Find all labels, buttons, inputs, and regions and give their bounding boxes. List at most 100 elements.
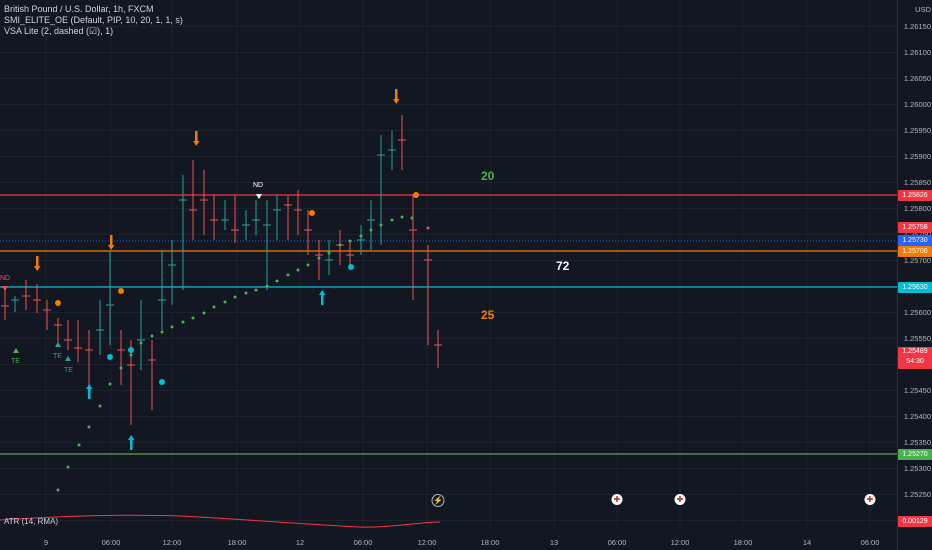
stat-bottom: 25 bbox=[481, 308, 495, 322]
trailing-stop-dot bbox=[87, 425, 91, 429]
trailing-stop-dot bbox=[223, 300, 227, 304]
flag-icon[interactable]: ✚ bbox=[611, 494, 623, 505]
upper-red-price-tag: 1.25758 bbox=[898, 222, 932, 233]
price-axis[interactable]: USD 1.26150 1.26100 1.26050 1.26000 1.25950 1… bbox=[897, 0, 932, 550]
chart-area[interactable]: British Pound / U.S. Dollar, 1h, FXCM SM… bbox=[0, 0, 897, 550]
trailing-stop-dot bbox=[170, 325, 174, 329]
bar-countdown: 54:30 bbox=[906, 358, 924, 365]
trailing-stop-dot bbox=[233, 295, 237, 299]
trailing-stop-dot bbox=[275, 279, 279, 283]
signal-circle bbox=[118, 288, 124, 294]
trailing-stop-dot bbox=[338, 243, 342, 247]
trailing-stop-dot bbox=[191, 316, 195, 320]
price-chart[interactable] bbox=[0, 0, 897, 550]
price-axis-label: 1.25450 bbox=[903, 385, 931, 395]
support-price-tag: 1.25270 bbox=[898, 449, 932, 460]
time-axis-label: 9 bbox=[43, 538, 49, 547]
trailing-stop-dot bbox=[390, 218, 394, 222]
flag-icon[interactable]: ✚ bbox=[864, 494, 876, 505]
trailing-stop-dot bbox=[160, 330, 164, 334]
signal-circle bbox=[348, 264, 354, 270]
trailing-stop-dot bbox=[410, 216, 414, 220]
stat-mid: 72 bbox=[556, 259, 570, 273]
price-axis-label: 1.25600 bbox=[903, 307, 931, 317]
currency-label[interactable]: USD bbox=[915, 5, 931, 14]
vsa-legend[interactable]: VSA Lite (2, dashed (☑), 1) bbox=[4, 26, 114, 36]
price-axis-label: 1.25300 bbox=[903, 463, 931, 473]
up-arrow-icon bbox=[128, 435, 135, 450]
trailing-stop-dot bbox=[400, 215, 404, 219]
trailing-stop-dot bbox=[348, 239, 352, 243]
last-price-tag: 1.25730 bbox=[898, 235, 932, 246]
nd-triangle-icon bbox=[256, 194, 262, 199]
trailing-stop-dot bbox=[359, 234, 363, 238]
trailing-stop-dot bbox=[286, 273, 290, 277]
down-arrow-icon bbox=[34, 256, 41, 271]
chart-legend: British Pound / U.S. Dollar, 1h, FXCM SM… bbox=[4, 4, 183, 37]
trailing-stop-dot bbox=[98, 404, 102, 408]
teal-price-tag: 1.25630 bbox=[898, 282, 932, 293]
price-axis-label: 1.26050 bbox=[903, 73, 931, 83]
signal-circle bbox=[309, 210, 315, 216]
smi-legend[interactable]: SMI_ELITE_OE (Default, PIP, 10, 20, 1, 1… bbox=[4, 15, 183, 25]
time-axis-label: 12 bbox=[295, 538, 305, 547]
time-axis-label: 18:00 bbox=[733, 538, 753, 547]
price-axis-label: 1.25350 bbox=[903, 437, 931, 447]
time-axis-label: 06:00 bbox=[607, 538, 627, 547]
trailing-stop-dot bbox=[56, 488, 60, 492]
time-axis-label: 06:00 bbox=[353, 538, 373, 547]
orange-price-tag: 1.25706 bbox=[898, 246, 932, 257]
time-axis-label: 12:00 bbox=[670, 538, 690, 547]
time-axis-label: 12:00 bbox=[162, 538, 182, 547]
signal-circle bbox=[413, 192, 419, 198]
trailing-stop-dot bbox=[426, 226, 430, 230]
signal-circle bbox=[159, 379, 165, 385]
te-marker-1: TE bbox=[11, 358, 20, 365]
trailing-stop-dot bbox=[296, 268, 300, 272]
down-arrow-icon bbox=[393, 89, 400, 104]
trailing-stop-dot bbox=[139, 341, 143, 345]
te-triangle-icon bbox=[13, 348, 19, 353]
time-axis-label: 12:00 bbox=[417, 538, 437, 547]
down-arrow-icon bbox=[108, 235, 115, 250]
time-axis-label: 06:00 bbox=[860, 538, 880, 547]
symbol-legend[interactable]: British Pound / U.S. Dollar, 1h, FXCM bbox=[4, 4, 154, 14]
trailing-stop-dot bbox=[108, 382, 112, 386]
signal-markers bbox=[2, 89, 419, 450]
current-price-tag: 1.25489 54:30 bbox=[898, 347, 932, 369]
price-axis-label: 1.25800 bbox=[903, 203, 931, 213]
time-axis-label: 06:00 bbox=[101, 538, 121, 547]
time-axis-label: 14 bbox=[802, 538, 812, 547]
signal-circle bbox=[107, 354, 113, 360]
lightning-icon[interactable]: ⚡ bbox=[431, 494, 445, 507]
price-axis-label: 1.26100 bbox=[903, 47, 931, 57]
nd-marker-left: ND bbox=[0, 275, 11, 282]
trailing-stop-dot bbox=[202, 311, 206, 315]
signal-circle bbox=[128, 347, 134, 353]
trailing-stop-dot bbox=[212, 305, 216, 309]
down-arrow-icon bbox=[193, 131, 200, 146]
trailing-stop-dot bbox=[77, 443, 81, 447]
trailing-stop-dot bbox=[244, 291, 248, 295]
trailing-stop-dot bbox=[327, 251, 331, 255]
trailing-stop-dot bbox=[265, 284, 269, 288]
trailing-stop-dot bbox=[150, 334, 154, 338]
price-axis-label: 1.26150 bbox=[903, 21, 931, 31]
candles bbox=[1, 115, 442, 425]
trailing-stop-dot bbox=[317, 256, 321, 260]
te-triangle-icon bbox=[65, 356, 71, 361]
price-axis-label: 1.26000 bbox=[903, 99, 931, 109]
time-axis-label: 18:00 bbox=[227, 538, 247, 547]
price-axis-label: 1.25250 bbox=[903, 489, 931, 499]
price-axis-label: 1.25900 bbox=[903, 151, 931, 161]
atr-legend[interactable]: ATR (14, RMA) bbox=[4, 517, 59, 526]
up-arrow-icon bbox=[319, 290, 326, 305]
atr-line bbox=[0, 514, 441, 528]
trailing-stop-dot bbox=[119, 366, 123, 370]
trailing-stop-dot bbox=[66, 465, 70, 469]
flag-icon[interactable]: ✚ bbox=[674, 494, 686, 505]
price-axis-label: 1.25950 bbox=[903, 125, 931, 135]
nd-marker-top: ND bbox=[253, 182, 264, 189]
current-price: 1.25489 bbox=[902, 348, 928, 355]
trailing-stop-dot bbox=[369, 228, 373, 232]
